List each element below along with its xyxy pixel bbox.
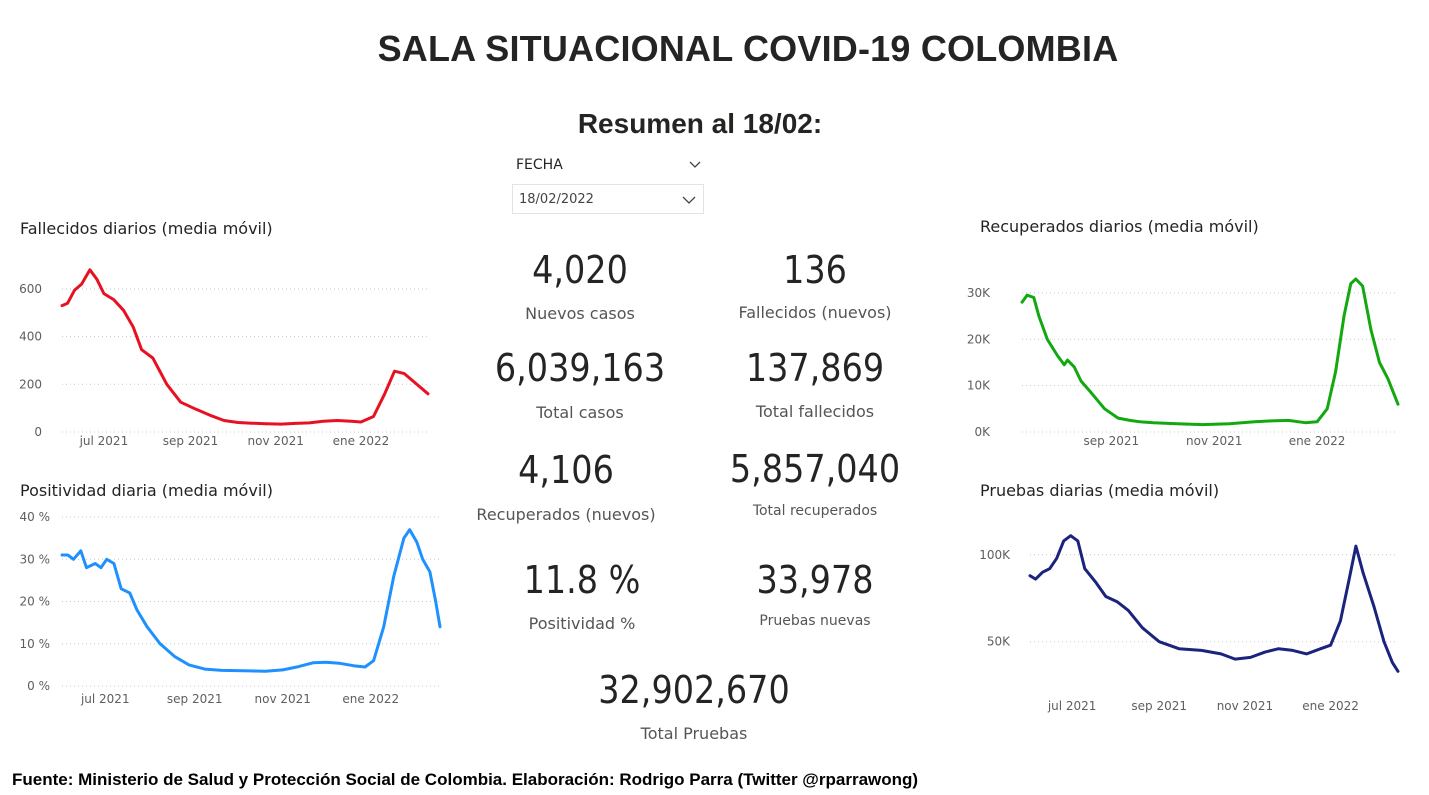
- kpi-fallecidos-nuevos-value: 136: [783, 248, 847, 292]
- series-line-fallecidos: [60, 268, 430, 426]
- chart-title-pruebas: Pruebas diarias (media móvil): [980, 481, 1220, 500]
- series-line-recuperados: [1020, 277, 1400, 427]
- chart-title-fallecidos: Fallecidos diarios (media móvil): [20, 219, 273, 238]
- kpi-total-recuperados-label: Total recuperados: [752, 503, 878, 519]
- y-tick-label: 10K: [967, 379, 991, 393]
- kpi-total-pruebas-label: Total Pruebas: [640, 724, 748, 743]
- x-tick-label: ene 2022: [1289, 434, 1346, 448]
- x-tick-label: ene 2022: [1302, 699, 1359, 713]
- x-tick-label: nov 2021: [1217, 699, 1273, 713]
- x-tick-label: sep 2021: [1084, 434, 1140, 448]
- y-tick-label: 20 %: [20, 595, 51, 609]
- kpi-nuevos-casos-label: Nuevos casos: [525, 304, 635, 323]
- x-tick-label: ene 2022: [333, 434, 390, 448]
- y-tick-label: 100K: [979, 548, 1011, 562]
- chart-fallecidos: 0 200 400 600 jul 2021 sep 2021 nov 2021 ene 20…: [19, 268, 430, 448]
- kpi-total-pruebas-value: 32,902,670: [598, 668, 790, 712]
- kpi-pruebas-nuevas-value: 33,978: [756, 558, 874, 602]
- y-tick-label: 10 %: [20, 637, 51, 651]
- x-tick-label: ene 2022: [342, 692, 399, 706]
- x-tick-label: sep 2021: [163, 434, 219, 448]
- y-tick-label: 40 %: [20, 510, 51, 524]
- x-tick-label: nov 2021: [1186, 434, 1242, 448]
- y-tick-label: 30K: [967, 286, 991, 300]
- chart-title-positividad: Positividad diaria (media móvil): [20, 481, 273, 500]
- kpi-nuevos-casos-value: 4,020: [532, 248, 628, 292]
- x-tick-label: sep 2021: [167, 692, 223, 706]
- slicer-collapse-chevron-icon[interactable]: [688, 157, 702, 176]
- kpi-fallecidos-nuevos-label: Fallecidos (nuevos): [738, 303, 892, 322]
- y-tick-label: 20K: [967, 332, 991, 346]
- kpi-total-casos-label: Total casos: [536, 403, 624, 422]
- y-tick-label: 0: [34, 425, 42, 439]
- date-slicer-dropdown[interactable]: 18/02/2022: [512, 184, 704, 214]
- date-slicer-value: 18/02/2022: [519, 192, 594, 207]
- kpi-recuperados-nuevos-value: 4,106: [518, 448, 614, 492]
- x-tick-label: jul 2021: [80, 692, 130, 706]
- chart-positividad: 0 % 10 % 20 % 30 % 40 % jul 2021 sep 2021 nov 2…: [20, 510, 442, 706]
- series-line-positividad: [60, 528, 442, 673]
- source-footer: Fuente: Ministerio de Salud y Protección…: [12, 770, 919, 789]
- chevron-down-icon: [682, 196, 696, 204]
- series-line-pruebas: [1028, 534, 1400, 673]
- y-tick-label: 200: [19, 377, 42, 391]
- kpi-positividad-value: 11.8 %: [523, 558, 641, 602]
- dashboard-title: SALA SITUACIONAL COVID-19 COLOMBIA: [377, 28, 1119, 69]
- kpi-total-fallecidos-label: Total fallecidos: [755, 402, 875, 421]
- x-tick-label: jul 2021: [79, 434, 129, 448]
- x-tick-label: nov 2021: [248, 434, 304, 448]
- chart-title-recuperados: Recuperados diarios (media móvil): [980, 217, 1259, 236]
- kpi-total-casos-value: 6,039,163: [494, 346, 666, 390]
- y-tick-label: 0 %: [27, 679, 50, 693]
- chart-pruebas: 50K 100K jul 2021 sep 2021 nov 2021 ene 2022: [979, 534, 1400, 713]
- date-slicer-header[interactable]: FECHA: [516, 157, 563, 173]
- y-tick-label: 400: [19, 330, 42, 344]
- kpi-recuperados-nuevos-label: Recuperados (nuevos): [476, 505, 656, 524]
- y-tick-label: 600: [19, 282, 42, 296]
- y-tick-label: 30 %: [20, 552, 51, 566]
- kpi-positividad-label: Positividad %: [528, 614, 636, 633]
- kpi-pruebas-nuevas-label: Pruebas nuevas: [759, 613, 871, 629]
- summary-title: Resumen al 18/02:: [577, 108, 823, 139]
- kpi-total-recuperados-value: 5,857,040: [729, 447, 901, 491]
- chart-recuperados: 0K 10K 20K 30K sep 2021 nov 2021 ene 2022: [967, 277, 1400, 448]
- x-tick-label: nov 2021: [255, 692, 311, 706]
- y-tick-label: 50K: [987, 635, 1011, 649]
- date-slicer-label: FECHA: [516, 157, 563, 173]
- x-tick-label: jul 2021: [1047, 699, 1097, 713]
- x-tick-label: sep 2021: [1131, 699, 1187, 713]
- chevron-down-icon: [689, 161, 701, 168]
- y-tick-label: 0K: [974, 425, 991, 439]
- kpi-total-fallecidos-value: 137,869: [745, 346, 885, 390]
